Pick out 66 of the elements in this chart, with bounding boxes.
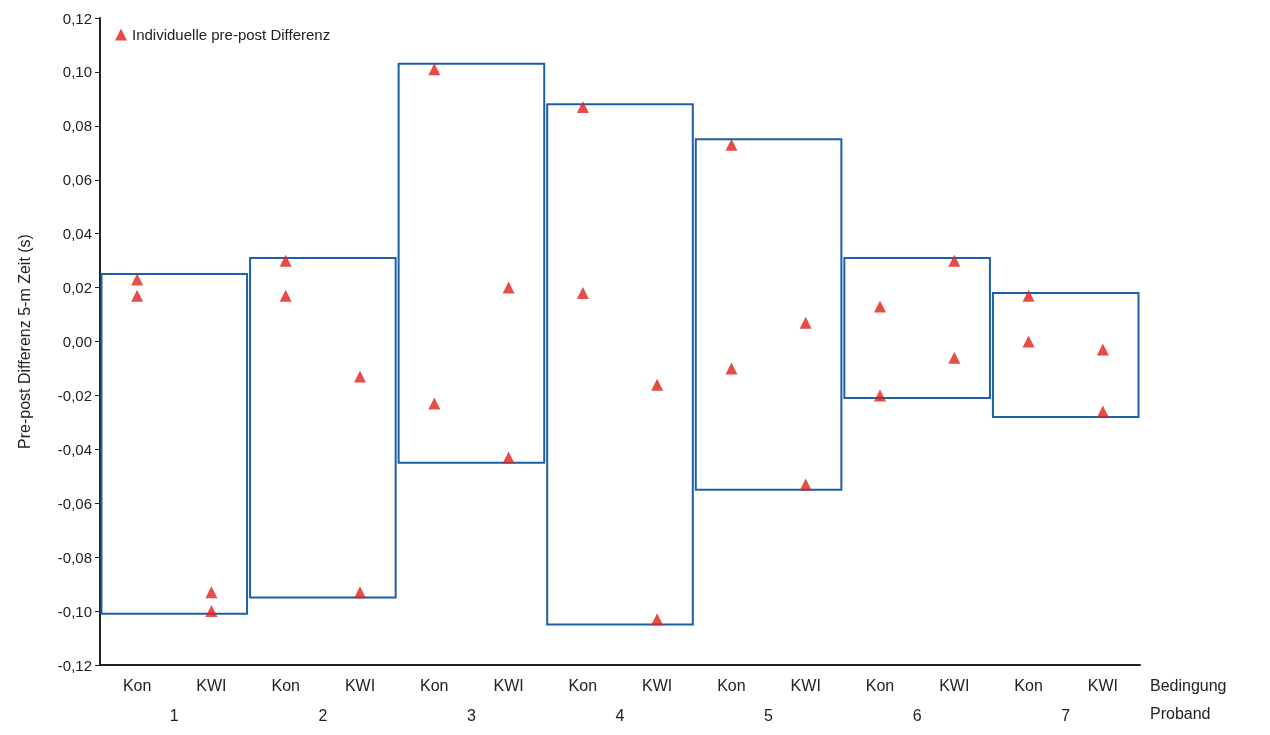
point: [131, 289, 144, 302]
y-tick-label: 0,00: [62, 333, 92, 350]
y-axis-title: Pre-post Differenz 5-m Zeit (s): [15, 234, 33, 449]
x-tick-label: KWI: [790, 676, 821, 694]
point: [205, 605, 218, 618]
point: [279, 289, 292, 302]
point: [725, 138, 738, 151]
x-tick-label: KWI: [642, 676, 673, 694]
x-tick-label: Kon: [568, 676, 598, 694]
text: 7: [1061, 706, 1071, 724]
y-tick-label: -0,12: [57, 656, 92, 674]
text: 2: [318, 706, 328, 724]
y-tick-label: 0,02: [62, 279, 92, 297]
x-tick-label: Kon: [1014, 676, 1043, 694]
point: [874, 300, 886, 313]
x-axis-title: Bedingung: [1150, 676, 1227, 694]
point: [651, 378, 664, 391]
text: Proband: [1150, 704, 1211, 722]
point: [948, 254, 961, 267]
legend-label: Individuelle pre-post Differenz: [132, 26, 331, 43]
text: 4: [615, 706, 625, 724]
x-tick-label: Kon: [420, 676, 449, 694]
y-tick-label: -0,08: [57, 548, 92, 566]
text: 1: [169, 706, 179, 724]
text: 3: [466, 706, 476, 724]
x-tick-label: KWI: [493, 676, 524, 694]
y-tick-label: -0,02: [57, 386, 92, 404]
point: [1096, 405, 1109, 418]
point: [576, 286, 589, 299]
y-tick-label: 0,06: [62, 171, 92, 189]
x-tick-label: Kon: [717, 676, 746, 694]
point: [948, 351, 961, 364]
point: [799, 478, 812, 491]
y-tick-label: -0,10: [57, 602, 92, 620]
point: [279, 254, 292, 267]
point: [502, 451, 515, 464]
point: [131, 273, 144, 286]
point: [651, 613, 664, 626]
point: [428, 397, 441, 410]
y-tick-label: -0,06: [57, 494, 92, 512]
x-tick-label: Kon: [122, 676, 152, 694]
point: [1096, 343, 1109, 356]
text: 6: [912, 706, 922, 724]
x-tick-label: KWI: [1087, 676, 1118, 694]
point: [1022, 335, 1035, 348]
x-tick-label: Kon: [271, 676, 300, 694]
point: [502, 281, 515, 294]
x-tick-label: KWI: [344, 676, 376, 694]
x-tick-label: KWI: [196, 676, 227, 694]
x-tick-label: KWI: [939, 676, 970, 694]
point: [1022, 289, 1035, 302]
y-tick-label: 0,10: [62, 63, 92, 81]
y-tick-label: 0,04: [62, 225, 92, 243]
point: [428, 63, 441, 76]
point: [205, 586, 218, 599]
point: [799, 316, 812, 329]
point: [354, 370, 366, 383]
y-tick-label: 0,08: [62, 117, 92, 135]
y-tick-label: -0,04: [57, 440, 92, 458]
point: [576, 100, 589, 113]
text: 5: [764, 706, 774, 724]
point: [725, 362, 738, 375]
point: [874, 389, 886, 402]
y-tick-label: 0,12: [62, 9, 92, 27]
point: [354, 586, 366, 599]
x-tick-label: Kon: [865, 676, 895, 694]
